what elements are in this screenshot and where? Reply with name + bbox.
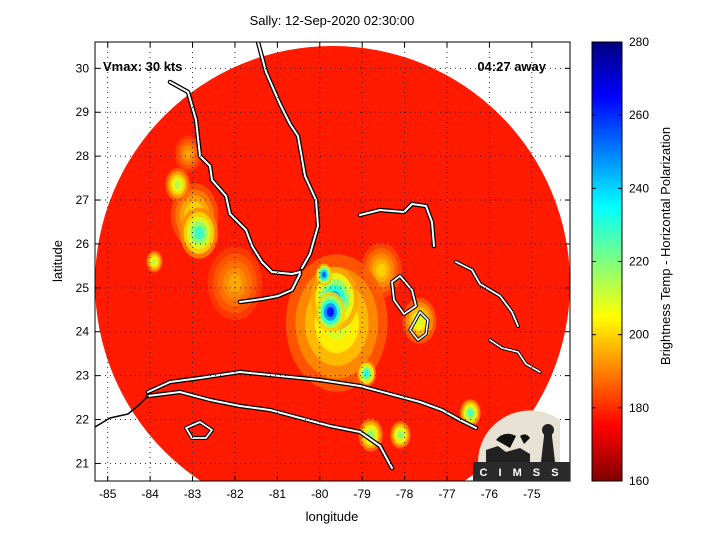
colorbar-ticks: 160 180 200 220 240 260 280 (592, 35, 649, 488)
x-tick-label: -78 (396, 487, 414, 501)
plot-area (95, 42, 570, 481)
colorbar-tick-label: 260 (629, 108, 649, 122)
x-tick-label: -82 (226, 487, 244, 501)
convection-cell (194, 226, 204, 240)
convection-cell (321, 271, 327, 278)
coastline-cuba-north-white (147, 371, 477, 429)
coastline-andros-white (391, 275, 417, 315)
y-axis: 21 22 23 24 25 26 27 28 29 30 (76, 61, 570, 470)
x-axis-label: longitude (306, 509, 359, 524)
coastline-outside-west (95, 395, 149, 428)
y-tick-label: 21 (76, 456, 90, 470)
vmax-annotation: Vmax: 30 kts (103, 59, 183, 74)
logo-tank-icon (542, 424, 554, 436)
logo-text: C I M S S (479, 467, 562, 479)
y-tick-label: 23 (76, 369, 90, 383)
y-tick-label: 30 (76, 61, 90, 75)
grid-lines (95, 42, 570, 481)
x-tick-label: -79 (354, 487, 372, 501)
coastline-exuma-white (409, 311, 429, 341)
y-tick-label: 24 (76, 325, 90, 339)
y-tick-label: 27 (76, 193, 90, 207)
x-tick-label: -81 (269, 487, 287, 501)
x-axis: -85 -84 -83 -82 -81 -80 -79 -78 -77 -76 -75 (99, 42, 541, 501)
convection-cell (364, 370, 369, 377)
colorbar-tick-label: 280 (629, 35, 649, 49)
colorbar-tick-label: 240 (629, 181, 649, 195)
colorbar-tick-label: 200 (629, 328, 649, 342)
time-away-annotation: 04:27 away (477, 59, 546, 74)
x-tick-label: -76 (481, 487, 499, 501)
colorbar-tick-label: 160 (629, 474, 649, 488)
colorbar-label: Brightness Temp - Horizontal Polarizatio… (658, 127, 673, 365)
coastline-cuba-south-white (147, 391, 393, 469)
cimss-logo: C I M S S (473, 410, 570, 481)
logo-banner (473, 462, 570, 481)
x-tick-label: -83 (184, 487, 202, 501)
coastline-eleuthera-white (455, 261, 519, 327)
colorbar: 160 180 200 220 240 260 280 Brightness Temp - … (591, 35, 673, 488)
coastline-isle-of-youth-white (185, 421, 213, 439)
coastline-florida-east-white (257, 42, 319, 269)
y-tick-label: 28 (76, 149, 90, 163)
x-tick-label: -84 (141, 487, 159, 501)
y-axis-label: latitude (50, 240, 65, 282)
x-tick-label: -85 (99, 487, 117, 501)
y-tick-label: 26 (76, 237, 90, 251)
coastline-keys-white (239, 273, 301, 303)
colorbar-tick-label: 220 (629, 255, 649, 269)
axes-frame (94, 41, 571, 482)
convection-cell (184, 149, 192, 159)
logo-buildings (486, 446, 530, 462)
convection-cell (467, 409, 473, 417)
logo-satellite-dish-icon (496, 433, 530, 448)
y-tick-label: 29 (76, 105, 90, 119)
x-tick-label: -75 (523, 487, 541, 501)
convection-cell (228, 274, 242, 293)
x-tick-label: -77 (438, 487, 456, 501)
convection-cell (152, 258, 157, 265)
coastline-long-island-white (489, 339, 541, 373)
colorbar-tick-label: 180 (629, 401, 649, 415)
convection-cell (326, 306, 335, 318)
x-tick-label: -80 (311, 487, 329, 501)
chart-title: Sally: 12-Sep-2020 02:30:00 (250, 13, 415, 28)
convection-cell (174, 180, 181, 189)
y-tick-label: 25 (76, 281, 90, 295)
coastline-florida-west-white (169, 81, 301, 275)
coastlines (95, 42, 542, 471)
colorbar-gradient (591, 41, 623, 482)
convection-cell (397, 431, 403, 439)
convection-cell (376, 263, 387, 278)
coastline-bahamas-north-white (359, 203, 435, 247)
logo-tower-icon (541, 426, 555, 462)
y-tick-label: 22 (76, 413, 90, 427)
